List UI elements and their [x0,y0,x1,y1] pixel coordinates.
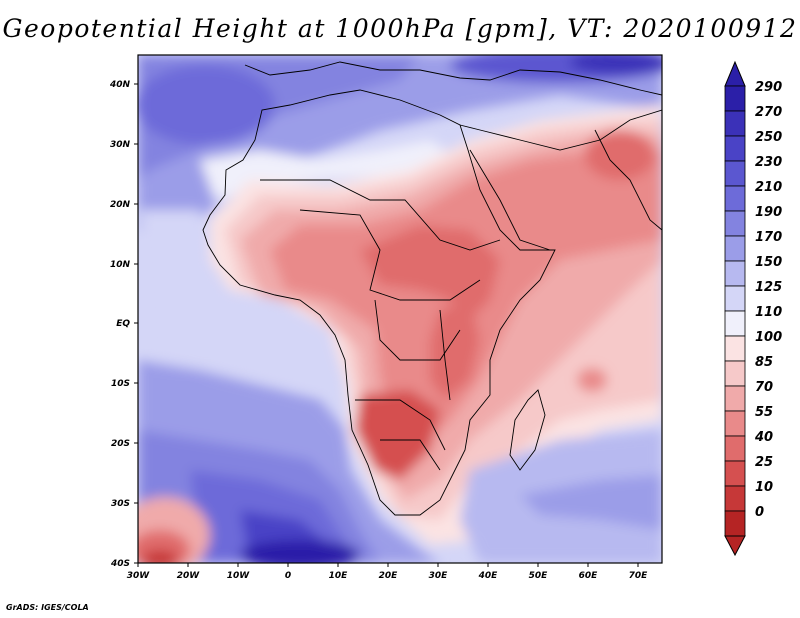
colorbar-swatch [724,360,746,387]
lon-label: 40E [478,571,499,581]
colorbar-label: 125 [755,280,782,295]
colorbar-swatch [724,185,746,212]
colorbar-label: 100 [755,330,782,345]
map-title: Geopotential Height at 1000hPa [gpm], VT… [2,14,798,43]
lon-axis: 30W 20W 10W 0 10E 20E 30E 40E 50E 60E 70… [127,571,648,581]
lon-label: 60E [579,571,599,581]
colorbar-top-arrow [724,60,746,87]
colorbar-label: 290 [755,80,782,95]
colorbar-label: 170 [755,230,782,245]
colorbar-label: 85 [755,355,773,370]
colorbar-swatch [724,485,746,512]
colorbar-swatch [724,310,746,337]
lat-label: 40N [109,80,131,90]
colorbar-swatch [724,235,746,262]
lat-label: 20S [111,439,130,449]
colorbar-label: 40 [754,430,773,445]
lat-axis: 40N 30N 20N 10N EQ 10S 20S 30S 40S [109,80,131,569]
lat-label: 20N [110,200,131,210]
colorbar-label: 150 [755,255,782,270]
colorbar-swatch [724,460,746,487]
colorbar-label: 0 [755,505,764,520]
colorbar-swatch [724,260,746,287]
lat-label: 10S [111,379,130,389]
lon-label: 20W [177,571,201,581]
colorbar-label: 190 [755,205,782,220]
colorbar-swatch [724,210,746,237]
colorbar-swatch [724,85,746,112]
lon-label: 70E [629,571,649,581]
colorbar: 2902702502302101901701501251101008570554… [724,60,782,557]
lat-label: 30N [110,140,131,150]
colorbar-swatch [724,285,746,312]
colorbar-swatch [724,135,746,162]
colorbar-label: 210 [755,180,782,195]
colorbar-label: 250 [755,130,782,145]
colorbar-label: 10 [755,480,773,495]
map-frame [137,54,663,564]
colorbar-label: 110 [755,305,782,320]
colorbar-swatch [724,385,746,412]
colorbar-label: 55 [755,405,773,420]
colorbar-swatch [724,110,746,137]
colorbar-swatch [724,410,746,437]
colorbar-label: 70 [755,380,773,395]
lat-label: 30S [111,499,130,509]
lat-label: 40S [110,559,130,569]
coastlines [202,61,662,516]
footer-credit: GrADS: IGES/COLA [6,603,89,612]
colorbar-swatch [724,435,746,462]
colorbar-label: 270 [755,105,782,120]
colorbar-bottom-arrow [724,535,746,557]
lon-label: 30E [429,571,449,581]
lon-label: 10E [329,571,349,581]
lon-label: 10W [227,571,251,581]
axis-ticks [134,83,639,567]
lat-label: EQ [116,319,130,329]
colorbar-label: 25 [755,455,773,470]
lon-label: 0 [285,571,291,581]
lon-label: 30W [127,571,151,581]
colorbar-label: 230 [755,155,782,170]
colorbar-swatch [724,160,746,187]
lat-label: 10N [110,260,131,270]
height-field [138,55,662,563]
lon-label: 20E [379,571,399,581]
lon-label: 50E [529,571,549,581]
colorbar-swatch [724,335,746,362]
colorbar-swatch [724,510,746,537]
